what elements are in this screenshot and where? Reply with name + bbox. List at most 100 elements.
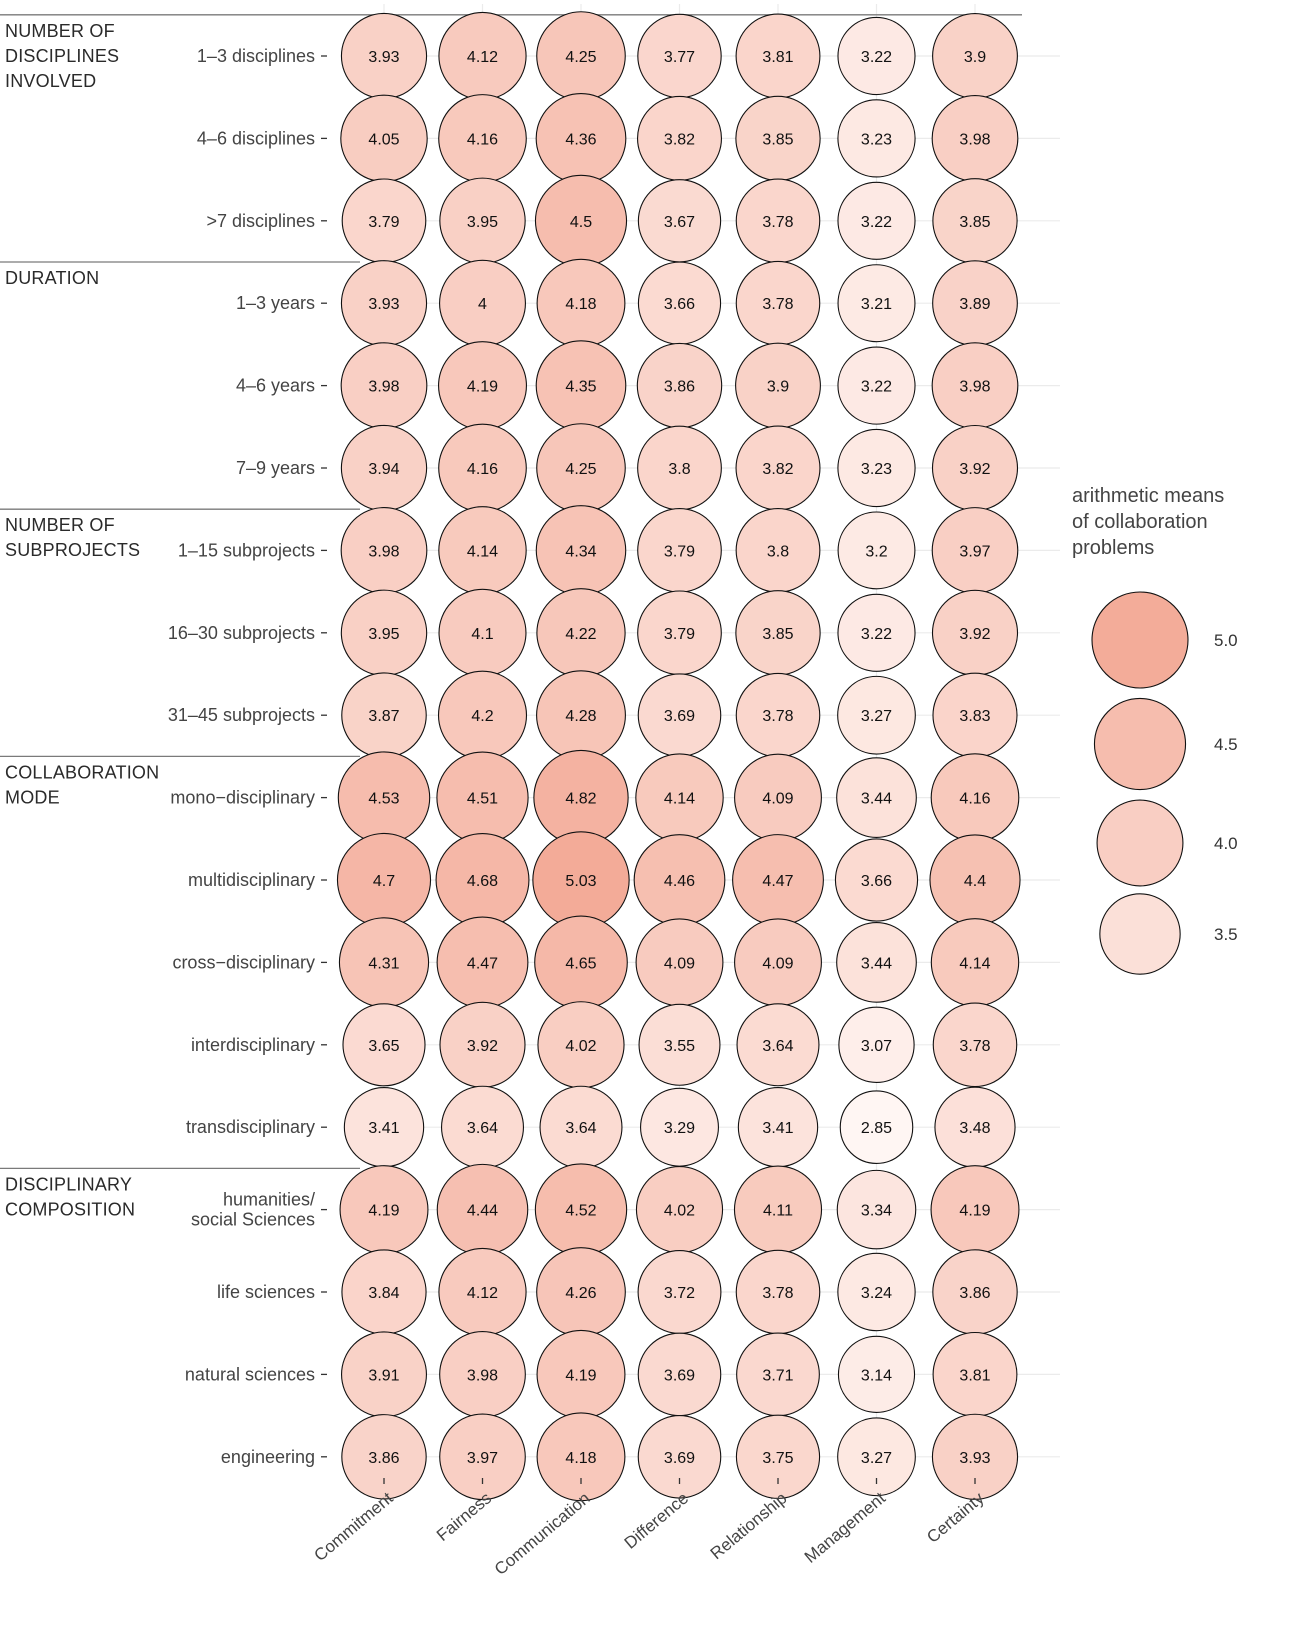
bubble-value-label: 3.85 <box>762 131 793 148</box>
bubble-31-45-subprojects-management <box>837 675 916 755</box>
bubble-engineering-relationship <box>735 1414 821 1499</box>
bubble-value-label: 3.81 <box>959 1367 990 1384</box>
group-labels: NUMBER OF DISCIPLINES INVOLVED DURATION NUMB… <box>5 21 159 1220</box>
bubble-1-3-disciplines-management <box>837 16 916 96</box>
bubble-value-label: 3.77 <box>664 49 695 66</box>
legend-bubble <box>1093 697 1187 791</box>
bubble-value-label: 3.97 <box>467 1450 498 1467</box>
bubble-value-label: 4.09 <box>664 955 695 972</box>
bubble-value-label: 3.98 <box>368 379 399 396</box>
column-label-fairness: Fairness <box>433 1489 495 1545</box>
bubble-value-label: 3.8 <box>668 461 690 478</box>
bubble-value-label: 3.98 <box>368 543 399 560</box>
bubble-value-label: 4.44 <box>467 1203 498 1220</box>
legend: arithmetic means of collaboration problems… <box>1072 485 1238 975</box>
legend-title: arithmetic means of collaboration problems <box>1072 485 1224 559</box>
bubble-value-label: 3.23 <box>861 461 892 478</box>
bubble-interdisciplinary-relationship <box>736 1003 820 1087</box>
bubble-multidisciplinary-management <box>834 838 919 922</box>
bubble-life-sciences-management <box>837 1252 916 1332</box>
bubble-value-label: 3.23 <box>861 131 892 148</box>
bubble-value-label: 3.8 <box>767 543 789 560</box>
bubble-value-label: 4.47 <box>467 955 498 972</box>
bubble-value-label: 2.85 <box>861 1120 892 1137</box>
column-label-relationship: Relationship <box>707 1489 791 1564</box>
bubble-value-label: 4.68 <box>467 873 498 890</box>
bubble-layer: 3.93 4.12 4.25 3.77 3.81 3.22 3.9 4.05 4.16 4.36 3… <box>336 11 1021 1502</box>
bubble-value-label: 3.69 <box>664 1450 695 1467</box>
row-label-1-3-years: 1–3 years <box>236 293 315 313</box>
bubble-value-label: 3.66 <box>664 296 695 313</box>
bubble-value-label: 3.87 <box>368 708 399 725</box>
bubble-value-label: 3.34 <box>861 1203 892 1220</box>
bubble-natural-sciences-management <box>837 1335 916 1413</box>
bubble-value-label: 3.29 <box>664 1120 695 1137</box>
group-label-number-of-subprojects: NUMBER OF SUBPROJECTS <box>5 515 140 560</box>
bubble-value-label: 3.27 <box>861 1450 892 1467</box>
bubble-7-disciplines-management <box>837 181 916 260</box>
row-label-engineering: engineering <box>221 1447 315 1467</box>
bubble-value-label: 4.31 <box>368 955 399 972</box>
column-label-difference: Difference <box>621 1489 692 1553</box>
column-label-certainty: Certainty <box>923 1488 988 1547</box>
bubble-value-label: 3.97 <box>959 543 990 560</box>
bubble-value-label: 3.69 <box>664 1367 695 1384</box>
bubble-interdisciplinary-commitment <box>342 1003 426 1087</box>
bubble-value-label: 4.16 <box>467 461 498 478</box>
bubble-value-label: 3.95 <box>467 214 498 231</box>
bubble-value-label: 4.16 <box>467 131 498 148</box>
bubble-value-label: 3.98 <box>959 379 990 396</box>
row-label-life-sciences: life sciences <box>217 1282 315 1302</box>
bubble-value-label: 3.81 <box>762 49 793 66</box>
row-label-16-30-subprojects: 16–30 subprojects <box>168 623 315 643</box>
row-labels: 1–3 disciplines 4–6 disciplines >7 discipl… <box>168 46 327 1467</box>
bubble-value-label: 4.09 <box>762 955 793 972</box>
bubble-value-label: 4.02 <box>565 1038 596 1055</box>
bubble-value-label: 4.19 <box>467 379 498 396</box>
bubble-value-label: 4.2 <box>471 708 493 725</box>
bubble-value-label: 4.14 <box>467 543 498 560</box>
bubble-value-label: 3.14 <box>861 1367 892 1384</box>
bubble-value-label: 3.2 <box>865 543 887 560</box>
bubble-value-label: 4.19 <box>959 1203 990 1220</box>
bubble-value-label: 4.1 <box>471 626 493 643</box>
bubble-value-label: 3.41 <box>762 1120 793 1137</box>
bubble-value-label: 4.5 <box>570 214 592 231</box>
bubble-value-label: 3.27 <box>861 708 892 725</box>
group-label-number-of-disciplines-involved: NUMBER OF DISCIPLINES INVOLVED <box>5 21 119 91</box>
row-label-1-3-disciplines: 1–3 disciplines <box>197 46 315 66</box>
column-label-communication: Communication <box>491 1489 594 1579</box>
bubble-value-label: 4.22 <box>565 626 596 643</box>
bubble-interdisciplinary-management <box>838 1006 915 1083</box>
bubble-value-label: 3.85 <box>959 214 990 231</box>
bubble-value-label: 4.19 <box>565 1367 596 1384</box>
row-label-31-45-subprojects: 31–45 subprojects <box>168 705 315 725</box>
bubble-interdisciplinary-certainty <box>932 1002 1018 1088</box>
group-label-collaboration-mode: COLLABORATION MODE <box>5 762 159 807</box>
bubble-value-label: 3.93 <box>368 49 399 66</box>
bubble-value-label: 3.07 <box>861 1038 892 1055</box>
bubble-value-label: 4.25 <box>565 461 596 478</box>
bubble-value-label: 4.28 <box>565 708 596 725</box>
bubble-value-label: 4.53 <box>368 791 399 808</box>
bubble-16-30-subprojects-management <box>837 593 916 672</box>
bubble-value-label: 4.12 <box>467 49 498 66</box>
bubble-value-label: 3.22 <box>861 214 892 231</box>
row-label-humanities-social-sciences: humanities/social Sciences <box>191 1190 315 1230</box>
bubble-value-label: 3.69 <box>664 708 695 725</box>
bubble-value-label: 4.34 <box>565 543 596 560</box>
bubble-value-label: 3.22 <box>861 379 892 396</box>
bubble-value-label: 4.65 <box>565 955 596 972</box>
bubble-value-label: 5.03 <box>565 873 596 890</box>
bubble-value-label: 4.09 <box>762 791 793 808</box>
bubble-engineering-commitment <box>341 1414 427 1500</box>
column-label-commitment: Commitment <box>311 1488 397 1565</box>
bubble-value-label: 3.64 <box>565 1120 596 1137</box>
bubble-4-6-years-management <box>837 346 916 425</box>
bubble-1-15-subprojects-management <box>837 511 916 590</box>
row-label-7-disciplines: >7 disciplines <box>206 211 315 231</box>
row-label-4-6-years: 4–6 years <box>236 376 315 396</box>
bubble-value-label: 3.9 <box>964 49 986 66</box>
bubble-interdisciplinary-difference <box>638 1003 721 1086</box>
